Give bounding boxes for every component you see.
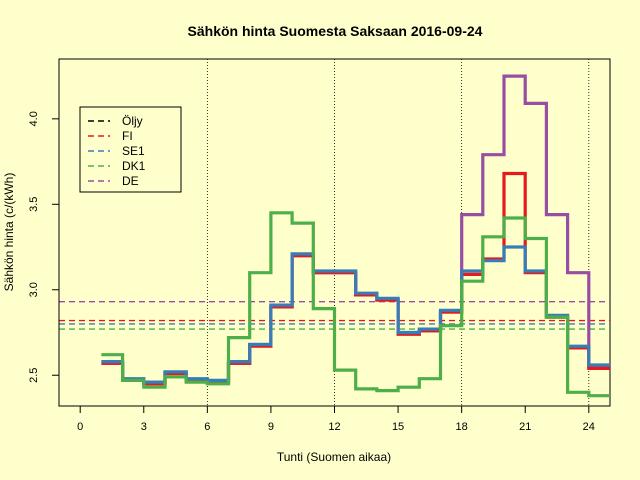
- legend-label-3: DK1: [122, 159, 146, 173]
- series-dk1: [101, 211, 610, 398]
- legend-box: [79, 106, 182, 193]
- price-series: [101, 74, 610, 398]
- x-tick-label-3: 3: [141, 421, 147, 433]
- legend-label-0: Öljy: [122, 114, 143, 128]
- x-tick-label-15: 15: [392, 421, 404, 433]
- y-tick-label-4.0: 4.0: [28, 111, 40, 126]
- chart-title: Sähkön hinta Suomesta Saksaan 2016-09-24: [188, 23, 483, 39]
- x-tick-label-6: 6: [204, 421, 210, 433]
- y-tick-label-3.0: 3.0: [28, 282, 40, 297]
- y-axis-label: Sähkön hinta (c/(kWh): [2, 173, 16, 292]
- y-tick-label-3.5: 3.5: [28, 197, 40, 212]
- vertical-reference-lines: [206, 59, 590, 406]
- y-tick-label-2.5: 2.5: [28, 368, 40, 383]
- y-axis: 2.5 3.0 3.5 4.0: [28, 111, 60, 383]
- series-de: [101, 74, 610, 386]
- legend-label-1: FI: [122, 129, 133, 143]
- series-se1: [101, 245, 610, 384]
- x-axis: 0 3 6 9 12 15 18 21 24: [77, 405, 595, 433]
- legend-label-2: SE1: [122, 144, 145, 158]
- x-axis-label: Tunti (Suomen aikaa): [277, 450, 391, 464]
- x-tick-label-12: 12: [328, 421, 340, 433]
- x-tick-label-24: 24: [583, 421, 595, 433]
- x-tick-label-18: 18: [456, 421, 468, 433]
- legend-label-4: DE: [122, 174, 139, 188]
- x-tick-label-21: 21: [519, 421, 531, 433]
- x-tick-label-9: 9: [268, 421, 274, 433]
- x-tick-label-0: 0: [77, 421, 83, 433]
